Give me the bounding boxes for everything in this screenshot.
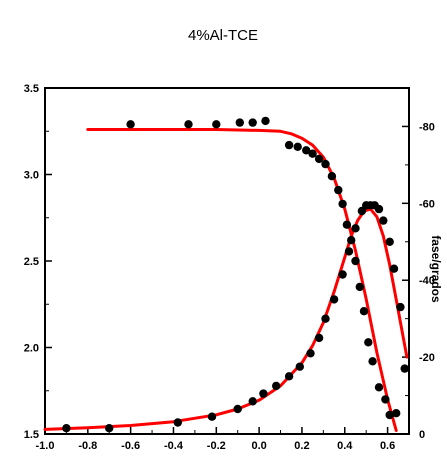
- data-point-right: [344, 247, 354, 256]
- data-point-right: [400, 364, 409, 373]
- data-point-left: [248, 118, 257, 127]
- data-point-left: [235, 118, 244, 127]
- data-point-right: [306, 349, 315, 358]
- axes-layer: -1.0 -0.8 -0.6 -0.4 -0.2 0.0 0.2 0.4 0.6 1.5 2.0 2.…: [24, 83, 435, 452]
- data-point-right: [351, 224, 360, 233]
- data-point-right: [338, 270, 347, 279]
- y-tick-label: 1.5: [24, 429, 39, 441]
- data-point-left: [392, 409, 401, 418]
- y-tick-label: 3.0: [24, 170, 39, 182]
- data-point-right: [321, 314, 330, 323]
- y2-tick-label: 0: [419, 429, 425, 441]
- data-point-right: [173, 418, 182, 427]
- data-point-right: [374, 204, 384, 214]
- data-point-right: [259, 389, 268, 398]
- data-point-right: [357, 206, 367, 216]
- x-tick-label: -0.6: [121, 440, 140, 452]
- data-point-left: [385, 410, 394, 420]
- data-point-right: [396, 302, 405, 312]
- data-point-left: [334, 185, 343, 195]
- data-point-right: [62, 424, 71, 433]
- x-tick-label: 0.0: [251, 440, 266, 452]
- data-point-left: [293, 142, 302, 151]
- fit-line-left: [86, 128, 398, 432]
- x-tick-label: -0.4: [164, 440, 184, 452]
- data-point-left: [261, 116, 270, 126]
- data-point-left: [351, 256, 360, 266]
- series-layer: [43, 116, 409, 433]
- data-point-left: [364, 338, 373, 347]
- y-tick-label: 2.0: [24, 343, 39, 355]
- data-point-right: [295, 362, 304, 371]
- data-point-right: [385, 237, 394, 246]
- x-tick-label: 0.4: [337, 440, 353, 452]
- data-point-left: [314, 154, 324, 164]
- data-point-left: [359, 307, 369, 316]
- data-point-left: [355, 282, 364, 292]
- data-point-right: [105, 424, 114, 433]
- data-point-left: [184, 120, 193, 129]
- data-point-right: [329, 295, 339, 304]
- data-point-left: [342, 220, 352, 229]
- y2-axis-label: fase/grados: [429, 235, 443, 303]
- y2-tick-label: -80: [419, 121, 435, 133]
- data-point-right: [248, 397, 257, 406]
- data-point-right: [207, 412, 217, 421]
- fit-line-right: [43, 207, 409, 431]
- data-point-left: [308, 149, 317, 158]
- data-point-right: [233, 404, 242, 414]
- data-point-left: [321, 159, 330, 169]
- x-tick-label: -0.8: [78, 440, 97, 452]
- data-point-left: [368, 357, 377, 366]
- data-point-right: [314, 333, 324, 343]
- data-point-right: [389, 264, 399, 273]
- data-point-left: [338, 199, 347, 209]
- data-point-left: [126, 120, 135, 129]
- data-point-left: [302, 146, 311, 155]
- y2-tick-label: -60: [419, 198, 435, 210]
- y-tick-label: 3.5: [24, 83, 39, 95]
- x-tick-label: -1.0: [36, 440, 55, 452]
- data-point-right: [272, 381, 281, 391]
- data-point-right: [284, 372, 294, 381]
- data-point-left: [381, 395, 390, 404]
- x-tick-label: 0.6: [380, 440, 395, 452]
- y2-tick-label: -20: [419, 352, 435, 364]
- x-tick-label: 0.2: [294, 440, 309, 452]
- y2-tick-label: -40: [419, 275, 435, 287]
- data-point-left: [327, 172, 337, 181]
- data-point-left: [347, 236, 356, 245]
- y-tick-label: 2.5: [24, 256, 39, 268]
- data-point-right: [379, 216, 388, 225]
- chart-title: 4%Al-TCE: [188, 27, 258, 44]
- data-point-left: [284, 140, 294, 150]
- x-tick-label: -0.2: [207, 440, 226, 452]
- data-point-left: [212, 120, 221, 129]
- data-point-left: [374, 383, 384, 392]
